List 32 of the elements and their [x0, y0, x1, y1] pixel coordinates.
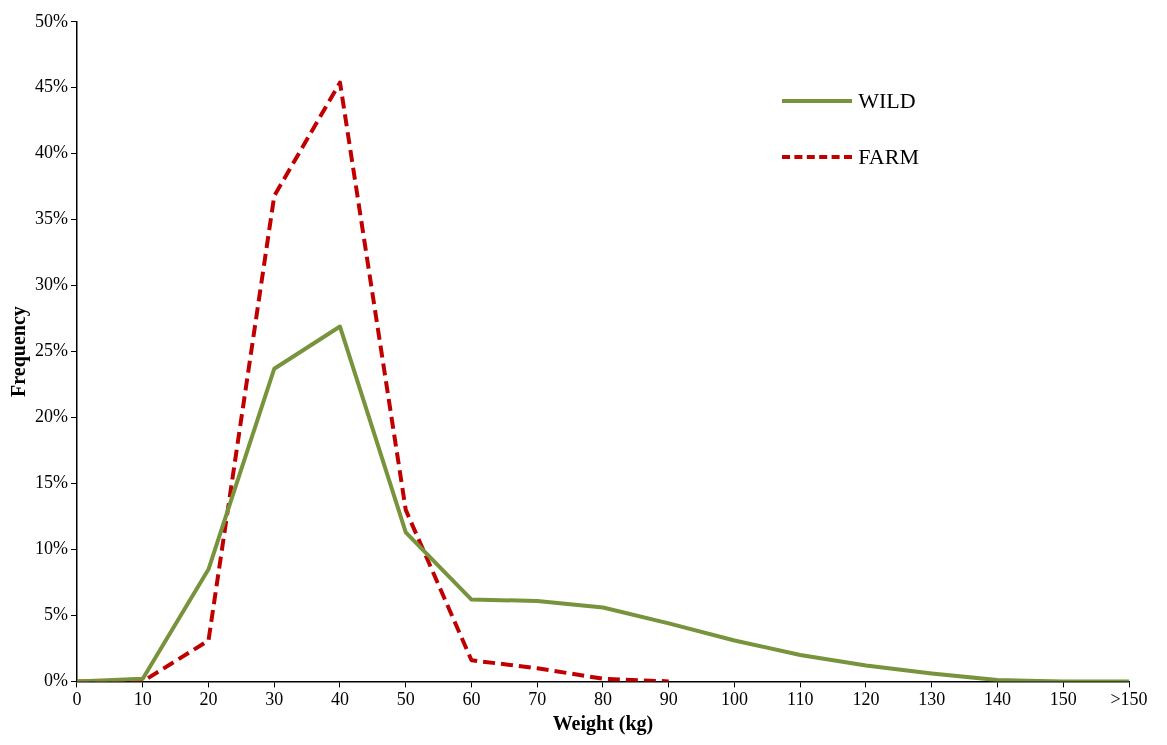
x-tick-label: 0 [72, 688, 82, 709]
x-tick-label: 130 [918, 688, 946, 709]
x-axis-title: Weight (kg) [552, 712, 654, 736]
y-tick-label: 10% [34, 538, 68, 559]
x-tick-label: 90 [659, 688, 678, 709]
y-axis-title: Frequency [7, 306, 31, 397]
x-tick-label: 150 [1049, 688, 1077, 709]
legend-label: FARM [858, 144, 919, 170]
x-tick-label: 110 [787, 688, 814, 709]
x-tick-label: 30 [265, 688, 284, 709]
x-tick-label: 140 [984, 688, 1011, 709]
x-tick-label: 60 [462, 688, 481, 709]
y-tick-label: 50% [34, 10, 68, 31]
y-tick-label: 45% [34, 76, 68, 97]
y-tick-label: 5% [43, 604, 68, 625]
y-tick-label: 35% [34, 208, 68, 229]
x-tick-label: 10 [133, 688, 152, 709]
x-tick-label: 100 [721, 688, 748, 709]
x-tick-label: >150 [1110, 688, 1148, 709]
y-tick-label: 20% [34, 406, 68, 427]
y-tick-label: 25% [34, 340, 68, 361]
x-tick-label: 50 [396, 688, 415, 709]
x-tick-label: 80 [594, 688, 612, 709]
y-tick-label: 30% [34, 274, 68, 295]
x-tick-label: 70 [528, 688, 547, 709]
x-tick-label: 20 [199, 688, 218, 709]
x-tick-label: 40 [331, 688, 349, 709]
x-tick-label: 120 [852, 688, 880, 709]
y-tick-label: 40% [34, 142, 68, 163]
y-tick-label: 15% [34, 472, 68, 493]
y-tick-label: 0% [43, 670, 68, 691]
legend-label: WILD [858, 88, 916, 114]
